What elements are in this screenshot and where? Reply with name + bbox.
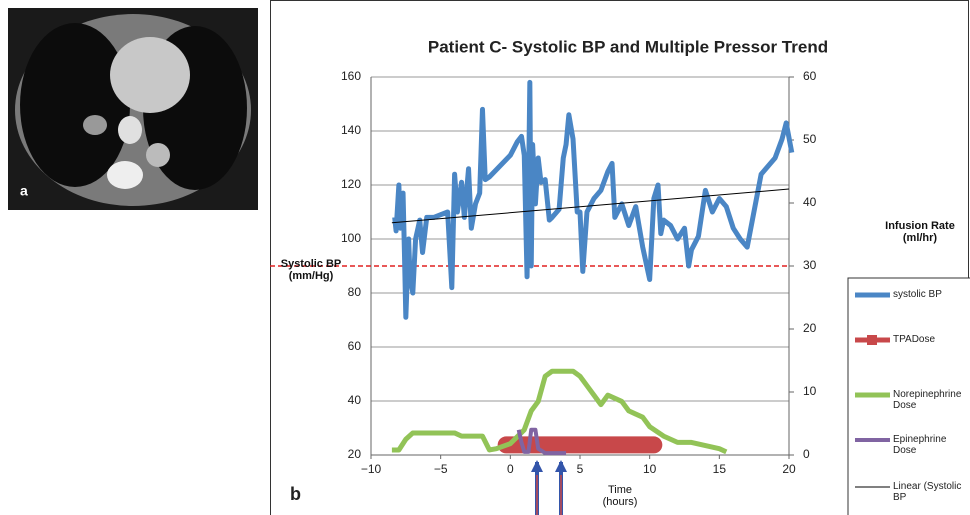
y2-tick-label: 60 [803, 69, 817, 83]
y2-tick-label: 0 [803, 447, 810, 461]
ct-image: a [8, 8, 258, 210]
chart: Patient C- Systolic BP and Multiple Pres… [270, 0, 970, 515]
y-tick-label: 160 [341, 69, 361, 83]
arrow-head [555, 460, 567, 472]
y2-tick-label: 20 [803, 321, 817, 335]
y2-tick-label: 30 [803, 258, 817, 272]
y-tick-label: 80 [348, 285, 362, 299]
y2-tick-label: 10 [803, 384, 817, 398]
y-tick-label: 100 [341, 231, 361, 245]
arrow-head [531, 460, 543, 472]
y-tick-label: 140 [341, 123, 361, 137]
y-tick-label: 60 [348, 339, 362, 353]
y-tick-label: 120 [341, 177, 361, 191]
x-tick-label: −5 [434, 462, 448, 476]
panel-label: a [20, 183, 28, 199]
legend-swatch [867, 335, 877, 345]
series-line [391, 188, 790, 224]
y-axis-label: Systolic BP (mm/Hg) [280, 258, 342, 282]
y-tick-label: 40 [348, 393, 362, 407]
x-tick-label: 15 [713, 462, 727, 476]
x-axis-label: Time (hours) [602, 484, 638, 508]
series-line [391, 368, 728, 455]
panel-label: b [290, 484, 301, 504]
legend-label: systolic BP [893, 289, 942, 300]
x-tick-label: 10 [643, 462, 657, 476]
legend-label: Linear (Systolic BP [893, 481, 962, 503]
legend-label: Epinephrine Dose [893, 434, 947, 456]
y2-tick-label: 50 [803, 132, 817, 146]
x-tick-label: 0 [507, 462, 514, 476]
legend-label: Norepinephrine Dose [893, 389, 962, 411]
legend-box [847, 277, 970, 515]
y2-axis-label: Infusion Rate (ml/hr) [885, 220, 955, 244]
y2-tick-label: 40 [803, 195, 817, 209]
x-tick-label: 20 [782, 462, 796, 476]
chart-title: Patient C- Systolic BP and Multiple Pres… [428, 37, 828, 56]
series-line [392, 79, 795, 320]
series-line [516, 427, 567, 456]
y-tick-label: 20 [348, 447, 362, 461]
x-tick-label: −10 [361, 462, 382, 476]
x-tick-label: 5 [577, 462, 584, 476]
legend-label: TPADose [893, 334, 936, 345]
